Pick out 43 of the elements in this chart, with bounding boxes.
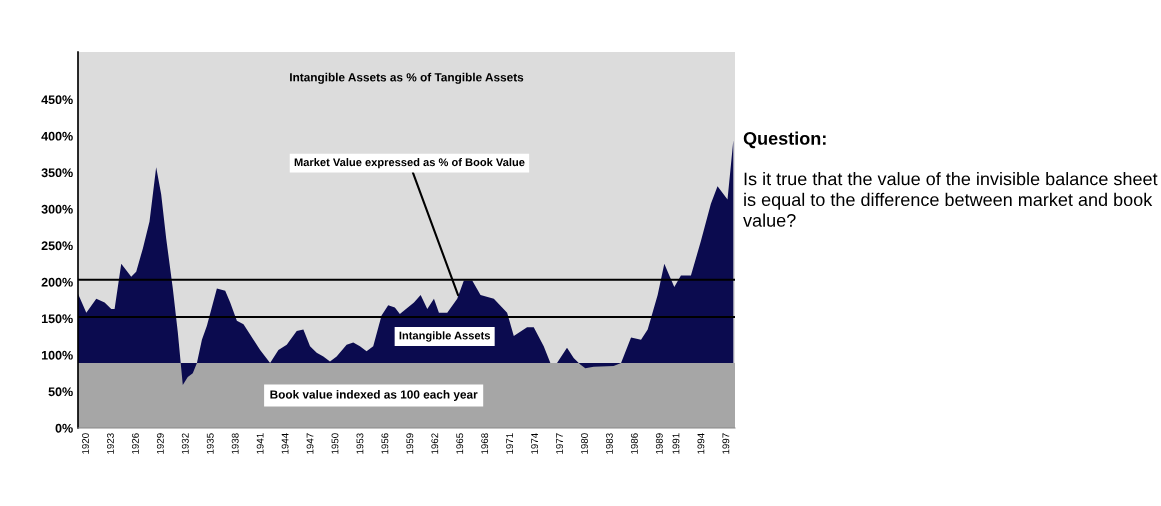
- x-tick-label: 1971: [506, 433, 514, 454]
- y-tick-label: 450%: [41, 95, 73, 105]
- annotation: Intangible Assets: [399, 331, 490, 342]
- text: Question:: [743, 131, 826, 149]
- x-tick-label: 1962: [431, 433, 439, 454]
- x-tick-label: 1932: [181, 433, 189, 454]
- y-tick-label: 400%: [41, 131, 73, 141]
- x-tick-label: 1956: [381, 433, 389, 454]
- x-tick-label: 1974: [531, 433, 539, 454]
- x-tick-label: 1950: [331, 433, 339, 454]
- x-tick-label: 1965: [456, 433, 464, 454]
- band-label: Book value indexed as 100 each year: [270, 390, 478, 402]
- x-tick-label: 1983: [605, 433, 613, 454]
- y-tick-label: 250%: [41, 241, 73, 251]
- x-tick-label: 1997: [722, 433, 730, 454]
- text: Is it true that the value of the invisible balance sheet is equal to the difference between market and book value?: [743, 172, 1158, 227]
- y-tick-label: 300%: [41, 204, 73, 214]
- x-tick-label: 1944: [281, 433, 289, 454]
- y-tick-label: 0%: [55, 423, 73, 433]
- x-tick-label: 1953: [356, 433, 364, 454]
- x-tick-label: 1968: [481, 433, 489, 454]
- x-tick-label: 1980: [581, 433, 588, 454]
- x-tick-label: 1920: [82, 433, 89, 454]
- x-tick-label: 1986: [630, 433, 638, 454]
- x-tick-label: 1929: [156, 433, 164, 454]
- text: Intangible Assets as % of Tangible Assets: [290, 72, 524, 84]
- x-tick-label: 1923: [106, 433, 114, 454]
- y-tick-label: 150%: [41, 314, 73, 324]
- x-tick-label: 1989: [655, 433, 663, 454]
- x-tick-label: 1977: [556, 433, 563, 454]
- y-tick-label: 350%: [41, 168, 73, 178]
- x-tick-label: 1935: [206, 433, 214, 454]
- x-tick-label: 1938: [231, 433, 239, 454]
- x-tick-label: 1941: [256, 433, 264, 454]
- y-tick-label: 100%: [41, 350, 73, 360]
- y-tick-label: 50%: [48, 387, 73, 397]
- x-tick-label: 1926: [131, 433, 139, 454]
- x-tick-label: 1994: [697, 433, 705, 454]
- x-tick-label: 1991: [672, 433, 680, 454]
- annotation: Market Value expressed as % of Book Value: [294, 158, 525, 169]
- x-tick-label: 1947: [306, 433, 314, 454]
- x-tick-label: 1959: [406, 433, 414, 454]
- y-tick-label: 200%: [41, 277, 73, 287]
